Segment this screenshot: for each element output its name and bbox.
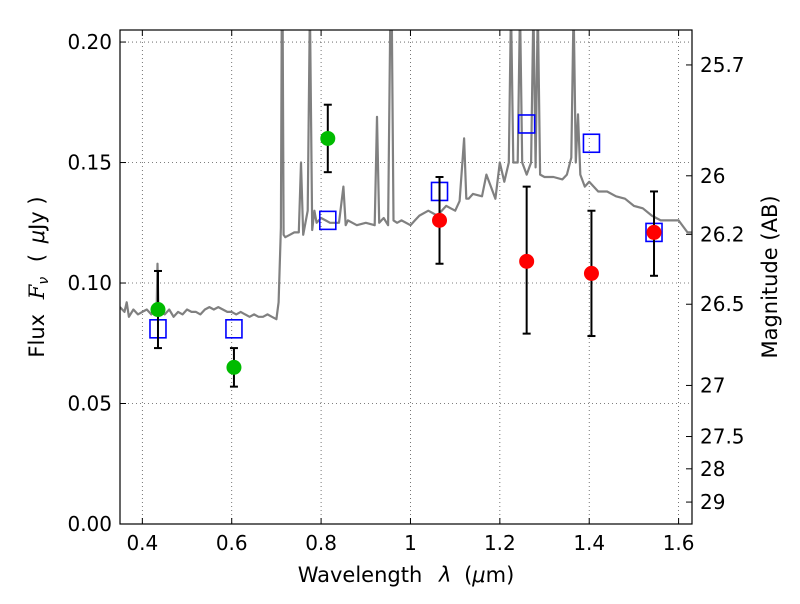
y-tick-label: 0.00 <box>67 512 112 536</box>
y-axis-label-prefix: Flux <box>25 314 49 358</box>
x-axis-label: Wavelength λ (μm) <box>298 563 515 587</box>
right-tick-label: 29 <box>700 490 725 514</box>
y-axis-label: Flux Fν ( μJy ) <box>25 196 53 357</box>
x-axis-label-unit-rest: m) <box>486 563 515 587</box>
photometry-point <box>519 253 535 269</box>
photometry-point <box>150 302 166 318</box>
y-tick-label: 0.15 <box>67 151 112 175</box>
y-tick-label: 0.20 <box>67 30 112 54</box>
y-axis-label-unit-rest: Jy ) <box>25 196 49 232</box>
model-square-point <box>318 210 337 231</box>
x-tick-label: 0.4 <box>126 531 158 555</box>
photometry-point <box>320 130 336 146</box>
tick-layer: 0.4 0.6 0.8 1 1.2 1.4 1.6 0.00 0.05 0.10 0.15 0.20 2… <box>67 30 745 555</box>
photometry-point <box>583 265 599 281</box>
right-tick-label: 27 <box>700 373 725 397</box>
data-layer <box>120 30 692 388</box>
x-axis-label-prefix: Wavelength <box>298 563 423 587</box>
spectrum-line <box>120 30 692 321</box>
y-axis-label-symbol: F <box>25 283 49 300</box>
x-axis-label-unit-mu: μ <box>471 563 485 587</box>
y-axis-label-unit-mu: μ <box>25 230 49 244</box>
x-tick-label: 1 <box>404 531 417 555</box>
right-tick-label: 27.5 <box>700 425 745 449</box>
x-axis-label-symbol: λ <box>438 563 451 587</box>
photometry-point <box>226 359 242 375</box>
right-tick-label: 26.5 <box>700 292 745 316</box>
x-tick-label: 1.6 <box>663 531 695 555</box>
right-tick-label: 26.2 <box>700 222 745 246</box>
right-tick-label: 26 <box>700 164 725 188</box>
x-tick-label: 1.2 <box>484 531 516 555</box>
plot-frame <box>119 29 693 525</box>
y-tick-label: 0.10 <box>67 271 112 295</box>
photometry-point <box>646 224 662 240</box>
model-square-point <box>582 133 601 154</box>
x-tick-label: 0.8 <box>305 531 337 555</box>
y-tick-label: 0.05 <box>67 392 112 416</box>
y-axis-label-unit-open: ( <box>25 254 49 262</box>
right-tick-label: 25.7 <box>700 53 745 77</box>
model-square-point <box>517 114 536 134</box>
right-axis-label: Magnitude (AB) <box>758 195 782 358</box>
x-axis-label-unit-open: ( <box>464 563 472 587</box>
plot-background <box>120 30 692 524</box>
model-square-point <box>225 319 243 339</box>
x-tick-label: 0.6 <box>216 531 248 555</box>
photometry-point <box>432 212 448 228</box>
y-axis-label-subscript: ν <box>36 277 52 285</box>
x-tick-label: 1.4 <box>573 531 605 555</box>
right-tick-label: 28 <box>700 457 725 481</box>
